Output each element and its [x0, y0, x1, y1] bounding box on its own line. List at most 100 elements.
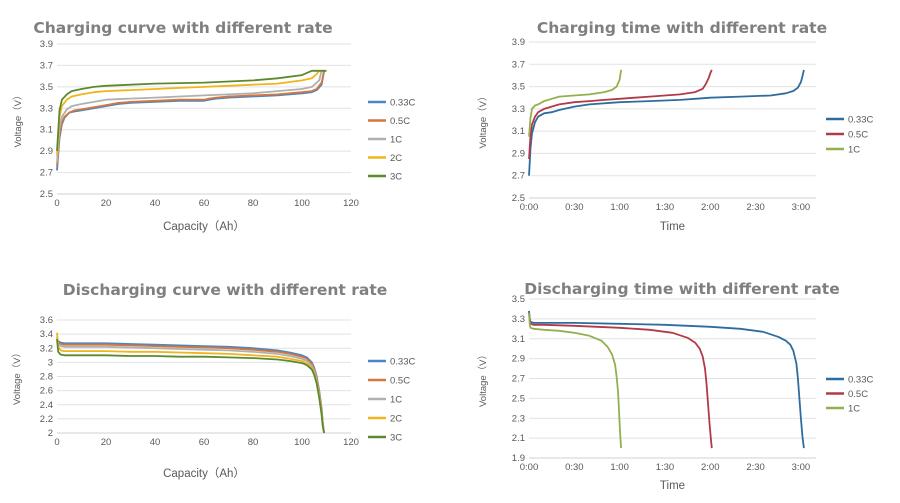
chart-title: Discharging time with different rate [524, 280, 839, 298]
x-tick-label: 0:30 [565, 462, 584, 473]
discharging-time-svg: Discharging time with different rate 1.9 2… [477, 280, 873, 492]
y-tick-label: 1.9 [512, 453, 525, 464]
y-tick-label: 3.7 [512, 59, 525, 70]
y-tick-label: 2.1 [512, 433, 525, 444]
x-tick-label: 1:30 [656, 202, 675, 213]
x-tick-label: 2:00 [701, 462, 720, 473]
y-tick-label: 2.7 [512, 374, 525, 385]
legend-label-0-33c: 0.33C [390, 357, 415, 368]
y-axis-label: Voltage（V） [12, 90, 24, 147]
legend-label-1c: 1C [848, 404, 860, 415]
y-tick-label: 3.2 [40, 343, 53, 354]
x-tick-label: 60 [199, 198, 210, 209]
series-line-1c [528, 69, 622, 137]
x-tick-label: 2:30 [746, 462, 765, 473]
legend-label-0-5c: 0.5C [390, 116, 410, 127]
legend-label-0-5c: 0.5C [390, 376, 410, 387]
y-tick-label: 3.1 [512, 334, 525, 345]
x-tick-label: 20 [101, 437, 112, 448]
y-tick-label: 2.5 [40, 189, 53, 200]
series-line-0-5c [528, 312, 713, 449]
x-tick-label: 0:00 [520, 462, 539, 473]
y-tick-label: 2.9 [40, 146, 53, 157]
legend-label-3c: 3C [390, 172, 402, 183]
x-tick-label: 1:00 [610, 202, 629, 213]
y-tick-label: 2.9 [512, 354, 525, 365]
series-line-3c [56, 339, 325, 434]
y-axis-label: Voltage（V） [11, 348, 23, 405]
y-tick-label: 2.6 [40, 386, 53, 397]
chart-charging-time: Charging time with different rate 2.5 2.7 2… [470, 4, 894, 238]
legend-label-2c: 2C [390, 414, 402, 425]
y-tick-label: 3.9 [40, 39, 53, 50]
legend-label-0-5c: 0.5C [848, 389, 868, 400]
legend-label-3c: 3C [390, 433, 402, 444]
legend-label-2c: 2C [390, 153, 402, 164]
x-tick-label: 80 [248, 437, 259, 448]
x-tick-label: 40 [150, 198, 161, 209]
legend-label-0-33c: 0.33C [848, 115, 873, 126]
series-line-0-33c [528, 69, 805, 176]
x-tick-label: 0 [54, 198, 59, 209]
chart-discharging-time: Discharging time with different rate 1.9 2… [470, 268, 894, 498]
series-line-0-5c [528, 69, 713, 160]
x-axis-label: Time [660, 221, 685, 233]
y-tick-label: 3.5 [512, 82, 525, 93]
chart-charging-curve: Charging curve with different rate 2.5 2.7… [6, 4, 430, 238]
y-tick-label: 3.5 [40, 82, 53, 93]
chart-discharging-curve: Discharging curve with different rate 2 2.… [6, 268, 430, 498]
y-tick-label: 3 [48, 357, 53, 368]
x-tick-label: 3:00 [792, 202, 811, 213]
chart-title: Discharging curve with different rate [63, 281, 388, 299]
y-tick-label: 2.8 [40, 372, 53, 383]
x-tick-label: 0:00 [520, 202, 539, 213]
series-line-0-33c [528, 310, 805, 449]
x-tick-label: 100 [294, 198, 310, 209]
y-tick-label: 2 [48, 428, 53, 439]
y-tick-label: 3.1 [40, 125, 53, 136]
x-tick-label: 80 [248, 198, 259, 209]
x-axis-label: Time [660, 480, 685, 492]
y-tick-label: 2.3 [512, 413, 525, 424]
y-tick-label: 3.3 [40, 103, 53, 114]
x-axis-label: Capacity（Ah） [163, 220, 245, 233]
series-line-1c [56, 70, 323, 162]
chart-title: Charging time with different rate [537, 19, 827, 37]
legend-label-1c: 1C [848, 145, 860, 156]
charging-curve-svg: Charging curve with different rate 2.5 2.7… [12, 19, 415, 233]
y-axis-label: Voltage（V） [477, 350, 489, 407]
y-tick-label: 3.3 [512, 104, 525, 115]
x-axis-label: Capacity（Ah） [163, 467, 245, 480]
series-line-1c [528, 312, 622, 449]
y-tick-label: 2.5 [512, 393, 525, 404]
x-tick-label: 1:30 [656, 462, 675, 473]
x-tick-label: 120 [343, 198, 359, 209]
x-tick-label: 3:00 [792, 462, 811, 473]
y-tick-label: 3.4 [40, 329, 53, 340]
series-line-3c [56, 69, 327, 152]
legend-label-0-5c: 0.5C [848, 130, 868, 141]
x-tick-label: 1:00 [610, 462, 629, 473]
y-tick-label: 3.9 [512, 37, 525, 48]
x-tick-label: 100 [294, 437, 310, 448]
series-line-2c [56, 70, 320, 156]
y-axis-label: Voltage（V） [477, 91, 489, 148]
legend-label-0-33c: 0.33C [848, 375, 873, 386]
discharging-curve-svg: Discharging curve with different rate 2 2.… [11, 281, 415, 480]
legend-label-1c: 1C [390, 395, 402, 406]
y-tick-label: 3.1 [512, 126, 525, 137]
chart-title: Charging curve with different rate [33, 19, 332, 37]
x-tick-label: 2:00 [701, 202, 720, 213]
charging-time-svg: Charging time with different rate 2.5 2.7 2… [477, 19, 873, 233]
y-tick-label: 2.2 [40, 414, 53, 425]
x-tick-label: 0 [54, 437, 59, 448]
x-tick-label: 2:30 [746, 202, 765, 213]
legend-label-1c: 1C [390, 135, 402, 146]
y-tick-label: 2.9 [512, 148, 525, 159]
y-tick-label: 2.7 [40, 168, 53, 179]
series-line-0-5c [56, 70, 325, 167]
x-tick-label: 40 [150, 437, 161, 448]
y-tick-label: 2.7 [512, 171, 525, 182]
x-tick-label: 60 [199, 437, 210, 448]
